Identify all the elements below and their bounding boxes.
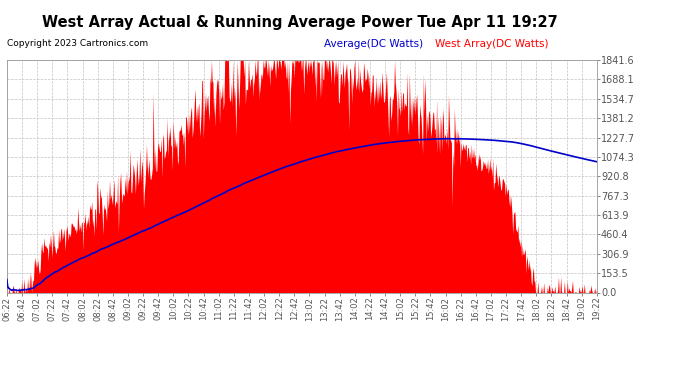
Text: West Array Actual & Running Average Power Tue Apr 11 19:27: West Array Actual & Running Average Powe… — [42, 15, 558, 30]
Text: Copyright 2023 Cartronics.com: Copyright 2023 Cartronics.com — [7, 39, 148, 48]
Text: West Array(DC Watts): West Array(DC Watts) — [435, 39, 548, 50]
Text: Average(DC Watts): Average(DC Watts) — [324, 39, 424, 50]
